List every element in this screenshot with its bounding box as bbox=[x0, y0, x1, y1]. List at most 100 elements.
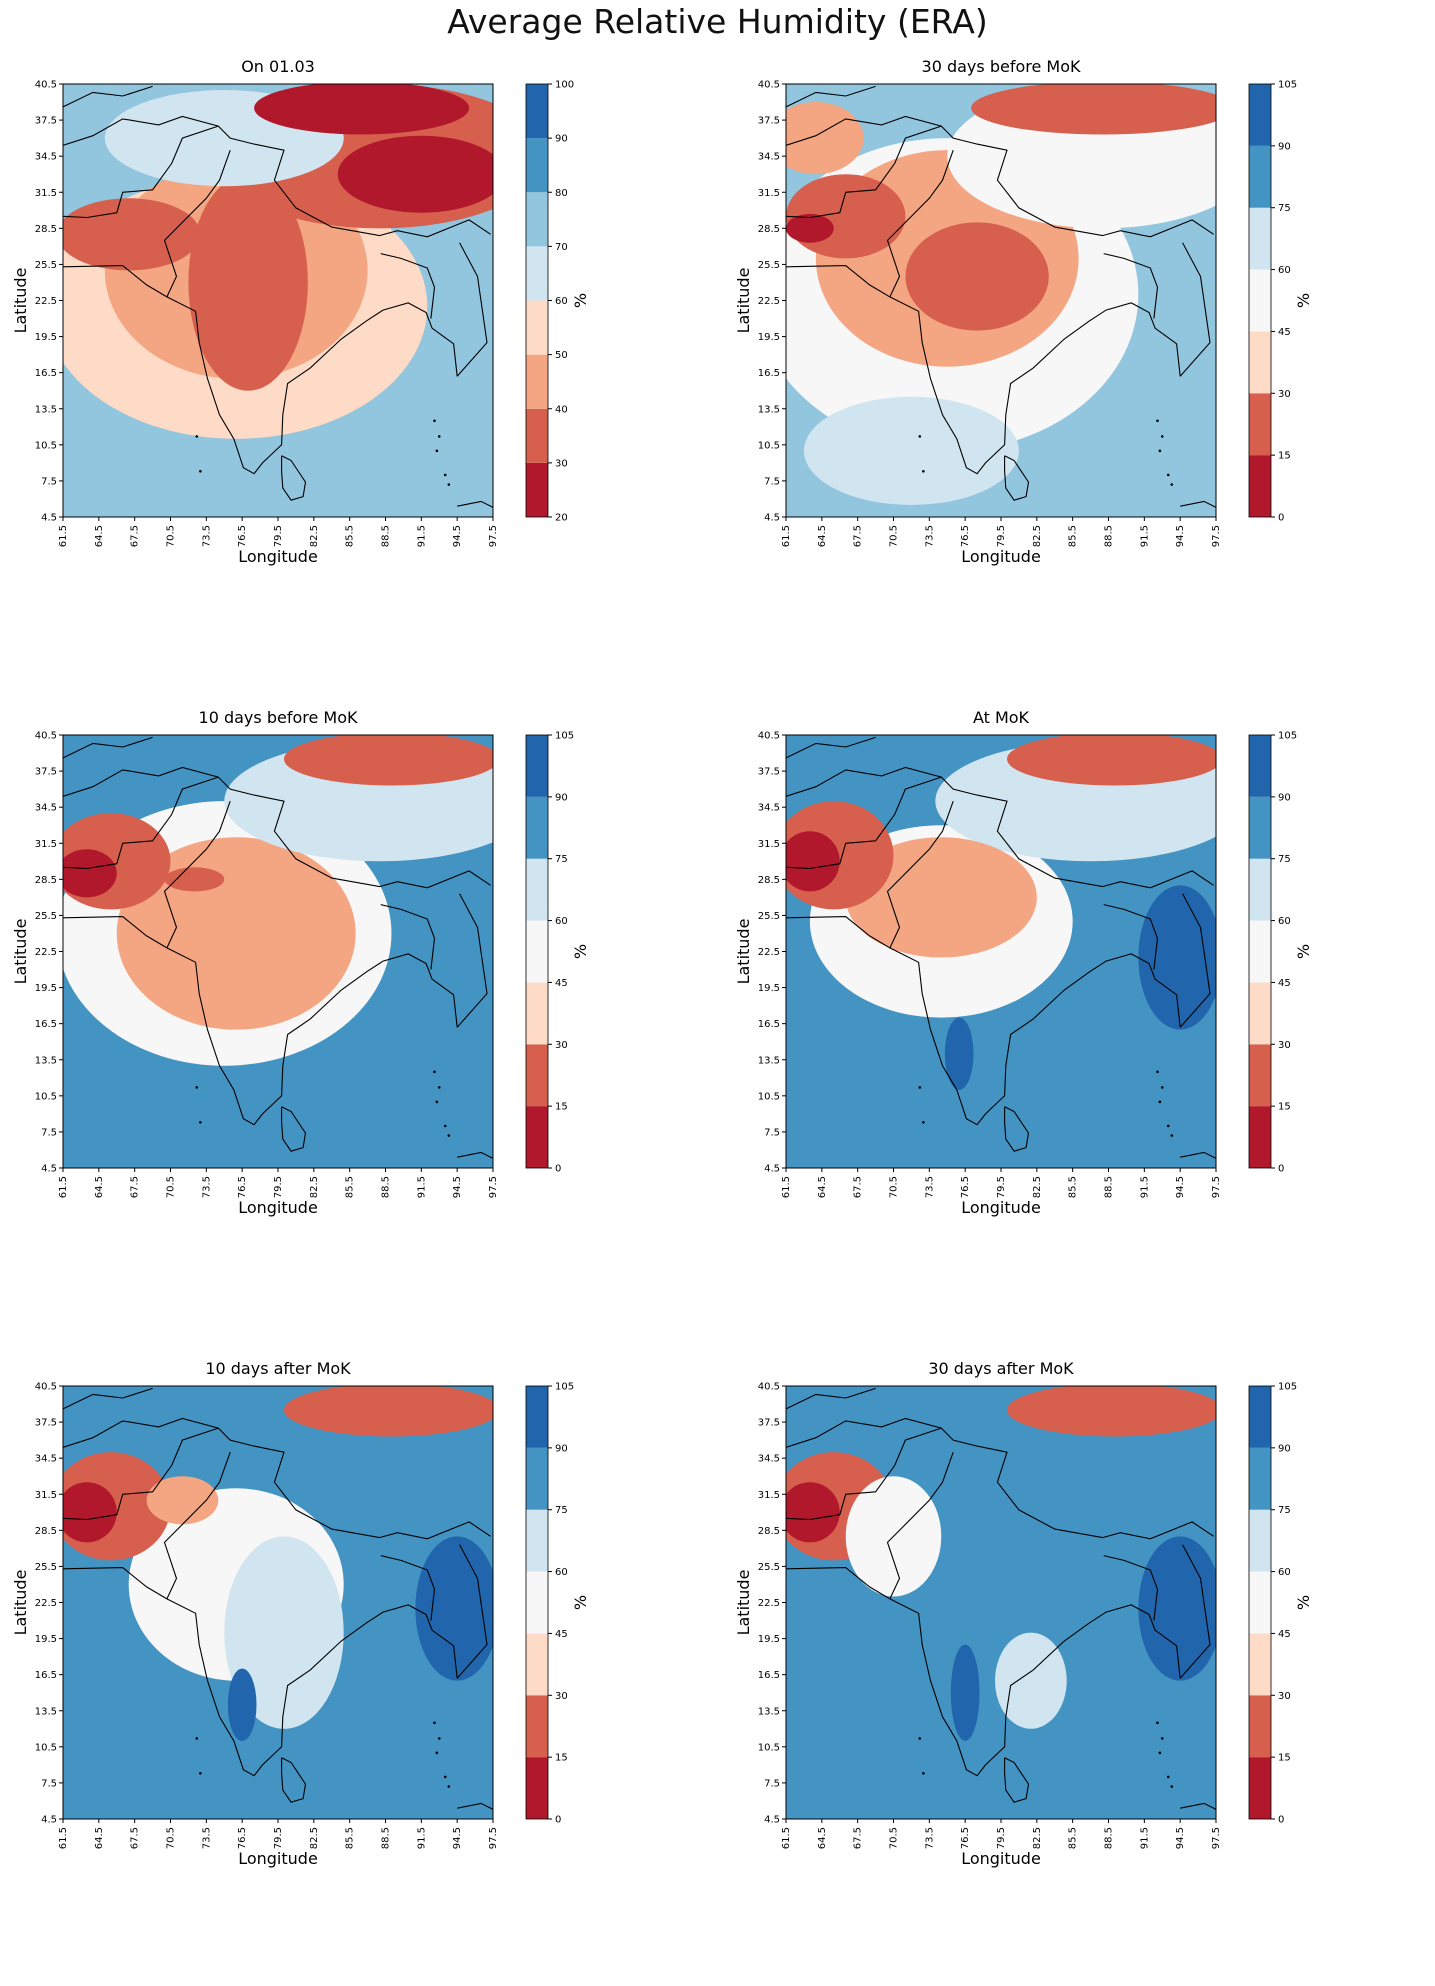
colorbar: 20 30 40 50 60 70 80 90 100% bbox=[525, 80, 590, 524]
y-tick-label: 19.5 bbox=[35, 1634, 57, 1645]
humidity-contour bbox=[786, 1482, 840, 1543]
y-tick-label: 7.5 bbox=[764, 1127, 780, 1138]
y-tick-label: 13.5 bbox=[35, 1055, 57, 1066]
y-tick-label: 13.5 bbox=[35, 404, 57, 415]
island bbox=[443, 473, 447, 477]
y-axis-label: Latitude bbox=[734, 268, 753, 334]
y-tick-label: 28.5 bbox=[35, 224, 57, 235]
country-border bbox=[63, 736, 153, 759]
colorbar-tick-label: 15 bbox=[1278, 1753, 1291, 1764]
colorbar-segment bbox=[1249, 331, 1271, 394]
country-border bbox=[63, 1427, 219, 1521]
y-tick-label: 40.5 bbox=[35, 731, 57, 742]
x-tick-label: 97.5 bbox=[488, 1176, 499, 1198]
colorbar-frame bbox=[525, 734, 549, 1169]
island bbox=[1156, 1721, 1159, 1725]
country-border bbox=[786, 85, 876, 108]
country-border bbox=[1103, 904, 1159, 970]
colorbar-segment bbox=[1249, 1695, 1271, 1758]
island bbox=[443, 1775, 447, 1779]
y-tick-label: 10.5 bbox=[758, 1742, 780, 1753]
y-tick-label: 10.5 bbox=[758, 440, 780, 451]
coastline bbox=[786, 1567, 1181, 1777]
x-tick-label: 79.5 bbox=[273, 1176, 284, 1198]
island bbox=[435, 1751, 439, 1755]
y-tick-label: 25.5 bbox=[35, 911, 57, 922]
country-border bbox=[786, 1427, 942, 1521]
y-tick-label: 37.5 bbox=[35, 1418, 57, 1429]
y-tick-label: 16.5 bbox=[35, 368, 57, 379]
x-tick-label: 67.5 bbox=[853, 1827, 864, 1849]
x-tick-label: 82.5 bbox=[309, 1176, 320, 1198]
country-border bbox=[380, 904, 436, 970]
x-axis-label: Longitude bbox=[961, 547, 1041, 566]
y-tick-label: 7.5 bbox=[41, 476, 57, 487]
y-tick-label: 34.5 bbox=[35, 152, 57, 163]
humidity-contour bbox=[284, 1386, 493, 1437]
colorbar-tick-label: 15 bbox=[555, 1753, 568, 1764]
map-chart: 61.5 64.5 67.5 70.5 73.5 76.5 79.5 82.5 85.5 88.5… bbox=[11, 57, 590, 566]
y-tick-label: 25.5 bbox=[758, 260, 780, 271]
sumatra-coast bbox=[1180, 500, 1216, 508]
x-tick-label: 79.5 bbox=[273, 525, 284, 547]
colorbar-segment bbox=[1249, 982, 1271, 1045]
country-border bbox=[456, 1544, 488, 1679]
colorbar-segment bbox=[526, 1695, 548, 1758]
colorbar-frame bbox=[1248, 734, 1272, 1169]
colorbar-tick-label: 0 bbox=[555, 1164, 561, 1175]
colorbar-tick-label: 30 bbox=[1278, 1691, 1291, 1702]
map-panel: 61.5 64.5 67.5 70.5 73.5 76.5 79.5 82.5 85.5 88.5… bbox=[723, 1324, 1423, 1964]
colorbar-tick-label: 60 bbox=[555, 296, 568, 307]
colorbar-segment bbox=[1249, 1757, 1271, 1819]
island bbox=[1166, 1775, 1170, 1779]
x-tick-label: 70.5 bbox=[889, 525, 900, 547]
y-tick-label: 10.5 bbox=[758, 1091, 780, 1102]
colorbar-tick-label: 50 bbox=[555, 350, 568, 361]
country-border bbox=[1179, 1544, 1211, 1679]
humidity-contour bbox=[146, 1476, 219, 1525]
country-border bbox=[1103, 1555, 1159, 1621]
colorbar-segment bbox=[526, 1571, 548, 1634]
country-border bbox=[456, 242, 488, 377]
country-border bbox=[163, 150, 231, 298]
humidity-contour bbox=[1007, 735, 1216, 786]
x-tick-label: 76.5 bbox=[960, 525, 971, 547]
colorbar-segment bbox=[526, 858, 548, 921]
y-tick-label: 37.5 bbox=[35, 116, 57, 127]
humidity-contour bbox=[284, 735, 493, 786]
x-tick-label: 94.5 bbox=[1175, 1827, 1186, 1849]
colorbar-tick-label: 0 bbox=[1278, 1815, 1284, 1826]
figure-title: Average Relative Humidity (ERA) bbox=[447, 2, 988, 41]
island bbox=[433, 419, 436, 423]
colorbar-segment bbox=[1249, 1509, 1271, 1572]
island bbox=[1156, 1070, 1159, 1074]
colorbar-segment bbox=[1249, 455, 1271, 517]
humidity-contour bbox=[63, 849, 117, 898]
country-border bbox=[1103, 253, 1159, 319]
x-tick-label: 88.5 bbox=[1104, 1176, 1115, 1198]
island bbox=[195, 1737, 199, 1740]
colorbar-frame bbox=[525, 1385, 549, 1820]
colorbar-tick-label: 75 bbox=[555, 854, 568, 865]
y-tick-label: 4.5 bbox=[764, 1164, 780, 1175]
island bbox=[443, 1124, 447, 1128]
x-tick-label: 88.5 bbox=[1104, 525, 1115, 547]
colorbar-tick-label: 45 bbox=[1278, 978, 1291, 989]
y-tick-label: 40.5 bbox=[35, 1382, 57, 1393]
country-border bbox=[63, 1417, 491, 1540]
x-tick-label: 79.5 bbox=[996, 1176, 1007, 1198]
x-tick-label: 94.5 bbox=[452, 525, 463, 547]
colorbar: 0 15 30 45 60 75 90 105% bbox=[525, 1382, 590, 1826]
colorbar-segment bbox=[1249, 1044, 1271, 1107]
y-axis-label: Latitude bbox=[11, 1570, 30, 1636]
x-tick-label: 82.5 bbox=[1032, 525, 1043, 547]
panel-title: 10 days after MoK bbox=[205, 1359, 351, 1378]
x-tick-label: 97.5 bbox=[1211, 1176, 1222, 1198]
panel-title: 30 days after MoK bbox=[928, 1359, 1074, 1378]
sumatra-coast bbox=[457, 1151, 493, 1159]
country-border bbox=[886, 1452, 954, 1600]
colorbar-tick-label: 90 bbox=[555, 792, 568, 803]
colorbar-segment bbox=[1249, 145, 1271, 208]
y-tick-label: 34.5 bbox=[35, 1454, 57, 1465]
country-border bbox=[786, 1387, 876, 1410]
